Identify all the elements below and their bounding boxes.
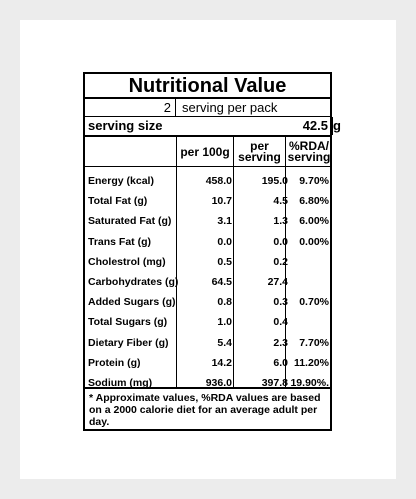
column-divider — [176, 137, 177, 387]
table-row: Sodium (mg) 936.0 397.8 19.90%. — [85, 373, 330, 395]
table-row: Carbohydrates (g) 64.5 27.4 — [85, 272, 330, 294]
table-row: Energy (kcal) 458.0 195.0 9.70% — [85, 171, 330, 193]
nutrient-name: Carbohydrates (g) — [88, 276, 179, 288]
table-row: Total Fat (g) 10.7 4.5 6.80% — [85, 191, 330, 213]
nutrient-name: Protein (g) — [88, 356, 141, 369]
serving-size-value: 42.5 — [285, 117, 333, 135]
nutrient-per100: 10.7 — [211, 195, 232, 208]
table-row: Cholestrol (mg) 0.5 0.2 — [85, 252, 330, 274]
nutrient-per-serving: 397.8 — [261, 377, 288, 389]
table-row: Saturated Fat (g) 3.1 1.3 6.00% — [85, 211, 330, 233]
serving-size-unit: g — [333, 118, 341, 133]
table-row: Trans Fat (g) 0.0 0.0 0.00% — [85, 232, 330, 254]
nutrient-per100: 64.5 — [211, 276, 232, 288]
nutrient-per-serving: 0.3 — [273, 296, 288, 309]
nutrient-per100: 0.5 — [217, 255, 232, 268]
serving-size-row: serving size 42.5 g — [85, 117, 341, 137]
nutrient-rda: 7.70% — [299, 336, 329, 349]
col-header-per100: per 100g — [180, 144, 230, 159]
col-header-per-serving: per serving — [238, 139, 281, 164]
nutrient-name: Energy (kcal) — [88, 175, 154, 187]
col-header-rda: %RDA/ serving — [287, 139, 331, 164]
image-card — [20, 20, 396, 479]
table-header: per 100g per serving %RDA/ serving — [85, 137, 330, 167]
nutrient-per100: 1.0 — [217, 316, 232, 329]
table-row: Protein (g) 14.2 6.0 11.20% — [85, 353, 330, 375]
nutrient-per100: 936.0 — [205, 377, 232, 389]
nutrient-rda: 19.90%. — [290, 377, 329, 389]
nutrient-name: Added Sugars (g) — [88, 296, 176, 309]
servings-per-pack-row: 2 serving per pack — [85, 99, 330, 117]
nutrition-label: Nutritional Value 2 serving per pack ser… — [83, 72, 341, 431]
nutrient-per-serving: 4.5 — [273, 195, 288, 208]
nutrient-name: Saturated Fat (g) — [88, 215, 172, 228]
nutrient-per-serving: 0.0 — [273, 235, 288, 248]
nutrient-per-serving: 2.3 — [273, 336, 288, 349]
nutrient-per-serving: 0.2 — [273, 255, 288, 268]
nutrient-per100: 3.1 — [217, 215, 232, 228]
nutrient-table: per 100g per serving %RDA/ serving Energ… — [85, 137, 330, 389]
nutrient-name: Trans Fat (g) — [88, 235, 152, 248]
servings-count: 2 — [85, 99, 176, 116]
nutrient-per-serving: 0.4 — [273, 316, 288, 329]
nutrient-rda: 0.00% — [299, 235, 329, 248]
nutrient-name: Total Fat (g) — [88, 195, 148, 208]
nutrient-rda: 6.00% — [299, 215, 329, 228]
table-row: Added Sugars (g) 0.8 0.3 0.70% — [85, 292, 330, 314]
nutrient-per100: 0.8 — [217, 296, 232, 309]
nutrient-name: Total Sugars (g) — [88, 316, 168, 329]
nutrient-per-serving: 1.3 — [273, 215, 288, 228]
serving-size-label: serving size — [88, 118, 163, 133]
nutrient-name: Sodium (mg) — [88, 377, 153, 389]
footnote: * Approximate values, %RDA values are ba… — [89, 392, 321, 428]
nutrient-name: Dietary Fiber (g) — [88, 336, 169, 349]
nutrient-per-serving: 6.0 — [273, 356, 288, 369]
nutrient-per-serving: 195.0 — [261, 175, 288, 187]
nutrient-per-serving: 27.4 — [267, 276, 288, 288]
table-row: Dietary Fiber (g) 5.4 2.3 7.70% — [85, 333, 330, 355]
column-divider — [233, 137, 234, 387]
nutrient-per100: 14.2 — [211, 356, 232, 369]
nutrient-rda: 11.20% — [293, 356, 329, 369]
servings-per-pack-label: serving per pack — [182, 100, 278, 115]
nutrient-per100: 458.0 — [205, 175, 232, 187]
nutrient-rda: 9.70% — [299, 175, 329, 187]
nutrient-rda: 6.80% — [299, 195, 329, 208]
nutrient-rda: 0.70% — [299, 296, 329, 309]
table-row: Total Sugars (g) 1.0 0.4 — [85, 312, 330, 334]
nutrient-per100: 5.4 — [217, 336, 232, 349]
nutrient-per100: 0.0 — [217, 235, 232, 248]
nutrient-name: Cholestrol (mg) — [88, 255, 166, 268]
column-divider — [285, 137, 286, 387]
label-title: Nutritional Value — [85, 74, 330, 99]
